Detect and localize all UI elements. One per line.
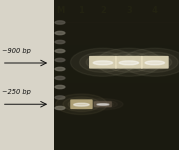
Text: 3: 3 bbox=[126, 6, 132, 15]
FancyBboxPatch shape bbox=[89, 56, 117, 69]
Ellipse shape bbox=[138, 55, 172, 70]
FancyBboxPatch shape bbox=[94, 101, 112, 107]
Ellipse shape bbox=[55, 76, 65, 80]
Ellipse shape bbox=[55, 106, 65, 110]
Ellipse shape bbox=[55, 40, 65, 44]
FancyBboxPatch shape bbox=[54, 0, 179, 150]
Ellipse shape bbox=[55, 49, 65, 53]
Ellipse shape bbox=[119, 61, 139, 65]
Ellipse shape bbox=[145, 61, 165, 65]
Ellipse shape bbox=[74, 103, 89, 106]
FancyBboxPatch shape bbox=[141, 56, 169, 69]
Ellipse shape bbox=[122, 48, 179, 76]
FancyBboxPatch shape bbox=[70, 99, 93, 109]
Ellipse shape bbox=[71, 48, 135, 76]
Ellipse shape bbox=[55, 67, 65, 71]
Ellipse shape bbox=[79, 52, 126, 72]
Ellipse shape bbox=[112, 55, 146, 70]
Ellipse shape bbox=[86, 55, 120, 70]
Text: ~900 bp: ~900 bp bbox=[2, 48, 31, 54]
Ellipse shape bbox=[55, 58, 65, 62]
Ellipse shape bbox=[55, 21, 65, 24]
Ellipse shape bbox=[55, 31, 65, 35]
Ellipse shape bbox=[92, 101, 113, 107]
FancyBboxPatch shape bbox=[0, 0, 54, 150]
Ellipse shape bbox=[88, 100, 117, 108]
Text: ~250 bp: ~250 bp bbox=[2, 89, 31, 95]
Ellipse shape bbox=[131, 52, 178, 72]
Ellipse shape bbox=[55, 96, 65, 99]
Ellipse shape bbox=[68, 99, 95, 110]
FancyBboxPatch shape bbox=[115, 56, 143, 69]
Ellipse shape bbox=[93, 61, 113, 65]
Text: 4: 4 bbox=[152, 6, 158, 15]
Ellipse shape bbox=[97, 104, 109, 105]
Ellipse shape bbox=[63, 97, 100, 112]
Text: M: M bbox=[56, 6, 64, 15]
Ellipse shape bbox=[83, 99, 123, 110]
Ellipse shape bbox=[56, 94, 107, 115]
Text: 2: 2 bbox=[100, 6, 106, 15]
Ellipse shape bbox=[106, 52, 152, 72]
Text: 1: 1 bbox=[79, 6, 84, 15]
Ellipse shape bbox=[55, 85, 65, 89]
Ellipse shape bbox=[96, 48, 161, 76]
